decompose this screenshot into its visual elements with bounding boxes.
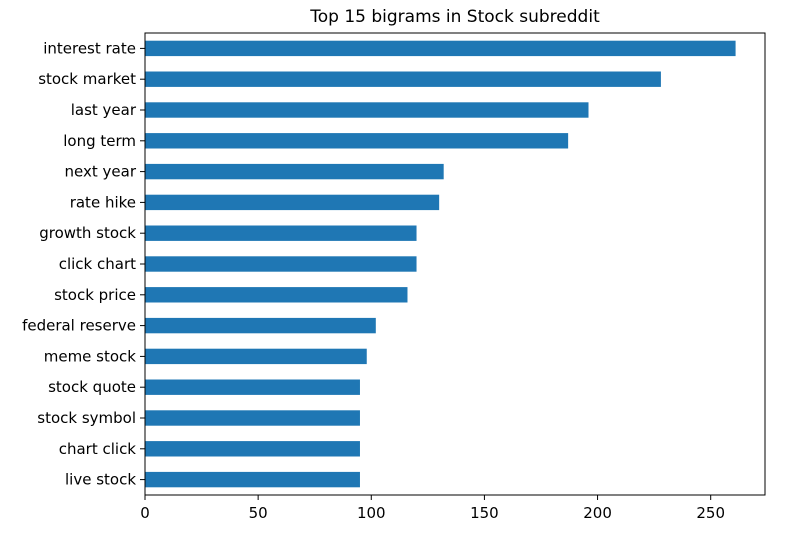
bar-interest-rate <box>145 40 736 57</box>
y-tick-label: stock quote <box>48 378 136 396</box>
bar-stock-quote <box>145 379 360 395</box>
bar-stock-symbol <box>145 410 360 426</box>
y-tick-label: federal reserve <box>22 317 136 335</box>
y-axis: interest rate stock market last year long t… <box>22 39 145 489</box>
y-tick-label: growth stock <box>39 224 136 242</box>
x-tick-label: 250 <box>696 504 725 522</box>
x-tick-label: 150 <box>470 504 499 522</box>
y-tick-label: interest rate <box>43 39 136 57</box>
y-tick-label: stock market <box>38 70 136 88</box>
bar-federal-reserve <box>145 317 376 334</box>
y-tick-label: long term <box>63 132 136 150</box>
x-tick-label: 0 <box>140 504 150 522</box>
y-tick-label: next year <box>65 163 137 181</box>
y-tick-label: meme stock <box>44 347 137 365</box>
y-tick-label: stock symbol <box>37 409 136 427</box>
x-tick-label: 50 <box>249 504 268 522</box>
y-tick-label: stock price <box>54 286 136 304</box>
bar-chart-click <box>145 441 360 457</box>
y-tick-label: chart click <box>59 440 137 458</box>
bar-meme-stock <box>145 348 367 365</box>
x-axis: 0 50 100 150 200 250 <box>140 495 725 522</box>
bar-live-stock <box>145 471 360 488</box>
bar-click-chart <box>145 256 417 272</box>
x-tick-label: 100 <box>357 504 386 522</box>
chart-title: Top 15 bigrams in Stock subreddit <box>309 7 600 27</box>
y-tick-label: live stock <box>65 471 136 489</box>
bars-layer <box>145 40 736 488</box>
bar-rate-hike <box>145 194 440 211</box>
x-tick-label: 200 <box>583 504 612 522</box>
bar-next-year <box>145 163 444 180</box>
y-tick-label: last year <box>71 101 137 119</box>
bar-growth-stock <box>145 225 417 241</box>
y-tick-label: click chart <box>59 255 136 273</box>
plot-frame <box>144 32 766 496</box>
bar-stock-price <box>145 287 408 303</box>
bar-last-year <box>145 102 589 118</box>
bar-long-term <box>145 133 569 149</box>
bar-stock-market <box>145 71 661 87</box>
y-tick-label: rate hike <box>70 193 136 211</box>
